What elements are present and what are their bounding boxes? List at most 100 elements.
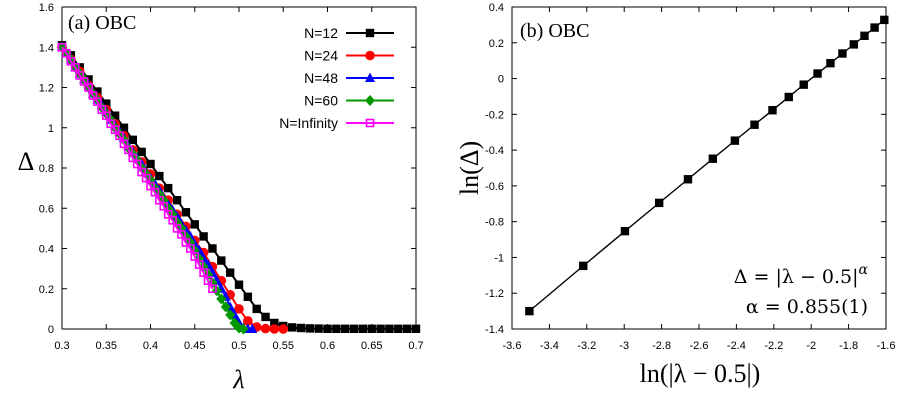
panel-b-xlabel: ln(|λ − 0.5|) xyxy=(640,359,761,388)
x-tick-label: 0.65 xyxy=(361,340,382,352)
x-tick-label: 0.4 xyxy=(143,340,158,352)
data-point xyxy=(119,123,129,132)
y-tick-label: -0.2 xyxy=(485,109,504,121)
data-point xyxy=(137,147,146,157)
panel-a-legend: N=12 N=24 N=48 N=60 N=Infinity xyxy=(279,25,394,131)
data-point xyxy=(252,304,261,314)
y-tick-label: -1.4 xyxy=(485,324,504,336)
data-point xyxy=(190,220,199,229)
data-point xyxy=(146,159,155,169)
series-4 xyxy=(57,42,217,294)
data-point xyxy=(137,167,146,177)
data-point xyxy=(124,145,133,155)
data-point xyxy=(525,306,534,316)
data-point xyxy=(172,224,182,233)
x-tick-label: 0.5 xyxy=(231,340,246,352)
data-point xyxy=(155,195,164,205)
data-point xyxy=(341,324,350,333)
data-point xyxy=(579,261,588,271)
data-point xyxy=(838,49,847,58)
panel-a: 0.3 0.35 0.4 0.45 0.5 0.55 0.6 0.65 0.7 0 0.2 0.4 0.… xyxy=(18,2,424,394)
data-point xyxy=(332,324,341,333)
data-point xyxy=(115,131,124,141)
data-point xyxy=(216,293,227,305)
data-point xyxy=(234,280,244,289)
data-point xyxy=(106,119,115,129)
data-point xyxy=(150,187,160,197)
data-point xyxy=(768,106,777,115)
panel-b-ylabel: ln(Δ) xyxy=(455,141,484,195)
legend-marker xyxy=(365,50,375,61)
data-point xyxy=(190,252,200,261)
x-tick-label: -3.2 xyxy=(577,340,596,352)
data-point xyxy=(199,232,208,241)
y-tick-label: 1.6 xyxy=(39,2,54,14)
data-point xyxy=(269,324,280,334)
panel-b-label: (b) OBC xyxy=(520,20,589,42)
y-tick-label: 1 xyxy=(48,123,54,135)
series-0 xyxy=(57,41,421,333)
series-points xyxy=(525,15,889,316)
data-point xyxy=(70,63,80,72)
data-point xyxy=(234,304,244,314)
x-tick-label: 0.7 xyxy=(408,340,423,352)
data-point xyxy=(402,324,412,333)
data-point xyxy=(155,171,164,181)
x-tick-label: -3.6 xyxy=(503,340,522,352)
x-tick-label: -2.8 xyxy=(652,340,671,352)
y-tick-label: 0 xyxy=(48,324,54,336)
x-tick-label: -2.6 xyxy=(690,340,709,352)
data-point xyxy=(220,301,231,313)
data-point xyxy=(203,276,213,286)
x-tick-label: -3 xyxy=(619,340,629,352)
x-tick-label: -2.2 xyxy=(764,340,783,352)
data-point xyxy=(110,111,120,120)
y-tick-label: 1.4 xyxy=(39,42,54,54)
legend-label: N=60 xyxy=(304,93,338,109)
x-tick-label: 0.6 xyxy=(320,340,335,352)
panel-b-alpha: α = 0.855(1) xyxy=(746,296,868,318)
legend-marker xyxy=(365,118,375,128)
data-point xyxy=(172,196,182,205)
data-point xyxy=(620,226,630,236)
data-point xyxy=(225,268,235,277)
data-point xyxy=(177,230,186,239)
data-point xyxy=(181,238,191,247)
data-point xyxy=(141,173,151,183)
data-point xyxy=(208,244,217,253)
panel-b-formula: Δ = |λ − 0.5|α xyxy=(734,262,869,288)
x-tick-label: 0.35 xyxy=(96,340,117,352)
data-point xyxy=(813,69,822,78)
y-tick-label: 0.8 xyxy=(39,163,54,175)
panel-a-ticks: 0.3 0.35 0.4 0.45 0.5 0.55 0.6 0.65 0.7 0 0.2 0.4 0.… xyxy=(39,2,424,352)
data-point xyxy=(159,201,169,211)
panel-b: -3.6 -3.4 -3.2 -3 -2.8 -2.6 -2.4 -2.2 -2 -1.8 -1.6… xyxy=(455,2,895,388)
panel-a-ylabel: Δ xyxy=(18,147,35,176)
data-point xyxy=(93,97,102,106)
data-point xyxy=(708,154,718,163)
data-point xyxy=(163,209,173,219)
data-point xyxy=(385,324,394,333)
data-point xyxy=(225,309,236,321)
data-point xyxy=(181,208,191,217)
data-point xyxy=(870,23,879,32)
y-tick-label: 0 xyxy=(498,74,504,86)
data-point xyxy=(186,244,195,253)
data-point xyxy=(287,323,297,332)
legend-entry: N=48 xyxy=(304,70,394,86)
data-point xyxy=(243,316,253,326)
data-point xyxy=(826,58,835,68)
data-point xyxy=(314,324,323,333)
legend-label: N=48 xyxy=(304,70,338,86)
data-point xyxy=(164,183,173,193)
data-point xyxy=(270,318,279,328)
data-point xyxy=(97,105,107,114)
panel-b-series xyxy=(525,15,889,316)
data-point xyxy=(247,323,258,333)
data-point xyxy=(860,31,869,41)
data-point xyxy=(75,71,84,80)
data-point xyxy=(394,324,403,333)
data-point xyxy=(730,136,740,145)
data-point xyxy=(189,245,200,257)
data-point xyxy=(683,175,693,184)
